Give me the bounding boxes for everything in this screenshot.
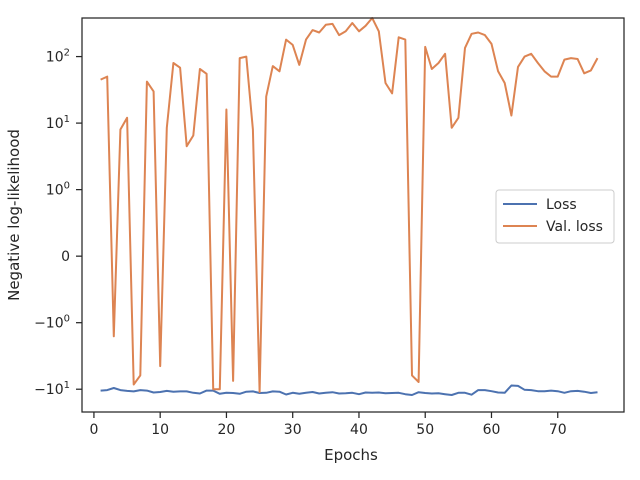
- x-tick-label: 10: [151, 422, 169, 438]
- series-line-loss: [100, 384, 598, 396]
- legend-label-val-loss: Val. loss: [546, 219, 603, 235]
- x-tick-label: 70: [549, 422, 567, 438]
- y-tick-label: 100: [46, 181, 70, 199]
- x-tick-label: 50: [416, 422, 434, 438]
- y-tick-label: −101: [34, 380, 70, 398]
- x-axis-label: Epochs: [324, 446, 378, 464]
- x-tick-label: 30: [284, 422, 302, 438]
- plot-frame: [81, 17, 625, 413]
- x-tick-label: 60: [483, 422, 501, 438]
- y-tick-label: 102: [46, 48, 70, 66]
- y-axis: 102 101 100 0 −100 −101: [34, 48, 82, 398]
- series-line-val-loss: [100, 17, 599, 393]
- y-axis-label: Negative log-likelihood: [5, 129, 23, 301]
- x-axis: 0 10 20 30 40 50 60 70: [89, 412, 567, 438]
- legend-label-loss: Loss: [546, 197, 577, 213]
- series-layer: [100, 17, 599, 396]
- x-tick-label: 0: [89, 422, 98, 438]
- y-tick-label: 0: [61, 249, 70, 265]
- x-tick-label: 40: [350, 422, 368, 438]
- y-tick-label: 101: [46, 114, 70, 132]
- x-tick-label: 20: [218, 422, 236, 438]
- legend: Loss Val. loss: [495, 189, 615, 244]
- y-tick-label: −100: [34, 314, 70, 332]
